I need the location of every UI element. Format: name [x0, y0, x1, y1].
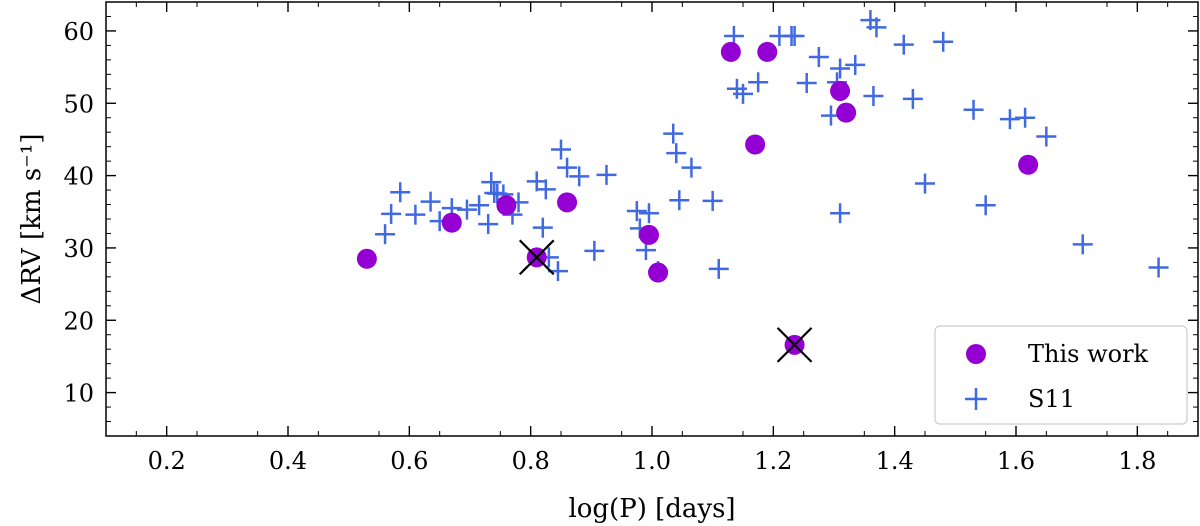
- plot-marks: [356, 10, 1169, 363]
- s11-point: [557, 157, 578, 178]
- legend: This work S11: [934, 325, 1188, 425]
- s11-point: [381, 203, 402, 224]
- s11-point: [532, 217, 553, 238]
- this-work-point: [557, 192, 578, 213]
- s11-point: [866, 17, 887, 38]
- s11-point: [893, 34, 914, 55]
- x-tick-label: 0.8: [512, 447, 550, 475]
- s11-point: [784, 25, 805, 46]
- s11-point: [663, 123, 684, 144]
- s11-point: [830, 203, 851, 224]
- s11-point: [796, 73, 817, 94]
- s11-point: [669, 190, 690, 211]
- s11-point: [708, 258, 729, 279]
- s11-point: [863, 86, 884, 107]
- legend-marker-s11: [965, 388, 987, 410]
- s11-point: [478, 214, 499, 235]
- x-tick-label: 1.2: [754, 447, 792, 475]
- this-work-point: [496, 195, 517, 216]
- s11-point: [481, 172, 502, 193]
- this-work-point: [356, 248, 377, 269]
- s11-point: [526, 171, 547, 192]
- s11-point: [808, 46, 829, 67]
- y-tick-label: 50: [63, 90, 94, 118]
- this-work-point: [757, 41, 778, 62]
- s11-point: [456, 199, 477, 220]
- s11-point: [469, 195, 490, 216]
- x-tick-label: 1.0: [633, 447, 671, 475]
- s11-point: [584, 240, 605, 261]
- this-work-point: [836, 102, 857, 123]
- s11-point: [375, 224, 396, 245]
- y-tick-label: 60: [63, 18, 94, 46]
- s11-point: [975, 195, 996, 216]
- s11-point: [830, 58, 851, 79]
- s11-point: [1072, 234, 1093, 255]
- s11-point: [1148, 257, 1169, 278]
- y-tick-label: 30: [63, 235, 94, 263]
- this-work-point: [745, 134, 766, 155]
- flagged-x-marker: [776, 327, 813, 363]
- s11-point: [569, 166, 590, 187]
- s11-point: [551, 139, 571, 160]
- y-tick-label: 10: [63, 380, 94, 408]
- s11-point: [596, 164, 617, 185]
- s11-point: [748, 72, 769, 93]
- legend-label-s11: S11: [1028, 385, 1075, 413]
- this-work-point: [720, 41, 741, 62]
- y-tick-label: 20: [63, 307, 94, 335]
- x-tick-label: 0.4: [269, 447, 307, 475]
- s11-point: [405, 204, 426, 225]
- x-tick-label: 1.8: [1118, 447, 1156, 475]
- plot-frame: [105, 1, 1199, 437]
- s11-point: [626, 201, 647, 222]
- y-tick-label: 40: [63, 163, 94, 191]
- axis-ticks: 0.2 0.4 0.6 0.8 1.0 1.2 1.4 1.6 1.8 10 20 30 40 50 60: [63, 2, 1198, 475]
- legend-marker-this-work: [966, 344, 986, 364]
- x-tick-label: 0.6: [390, 447, 428, 475]
- legend-box: [934, 325, 1188, 425]
- this-work-point: [1018, 154, 1039, 175]
- this-work-point: [441, 212, 462, 233]
- this-work-point: [638, 224, 659, 245]
- s11-point: [420, 191, 441, 212]
- s11-point: [535, 179, 556, 200]
- y-axis-label: ΔRV [km s⁻¹]: [17, 134, 47, 305]
- s11-point: [702, 190, 723, 211]
- s11-point: [638, 203, 659, 224]
- s11-point: [999, 109, 1020, 130]
- x-tick-label: 1.4: [876, 447, 914, 475]
- this-work-point: [830, 80, 851, 101]
- s11-point: [1036, 126, 1057, 147]
- legend-label-this-work: This work: [1028, 340, 1149, 368]
- x-tick-label: 0.2: [148, 447, 186, 475]
- s11-point: [1015, 107, 1036, 128]
- s11-point: [390, 182, 411, 203]
- s11-point: [902, 88, 923, 109]
- s11-point: [681, 157, 702, 178]
- s11-point: [933, 31, 954, 52]
- this-work-point: [648, 262, 669, 283]
- flagged-x-marker: [518, 239, 555, 276]
- s11-point: [666, 143, 687, 164]
- s11-point: [845, 54, 866, 75]
- s11-point: [733, 83, 753, 104]
- s11-point: [963, 99, 984, 120]
- x-tick-label: 1.6: [997, 447, 1035, 475]
- s11-point: [915, 173, 935, 194]
- x-axis-label: log(P) [days]: [568, 494, 735, 524]
